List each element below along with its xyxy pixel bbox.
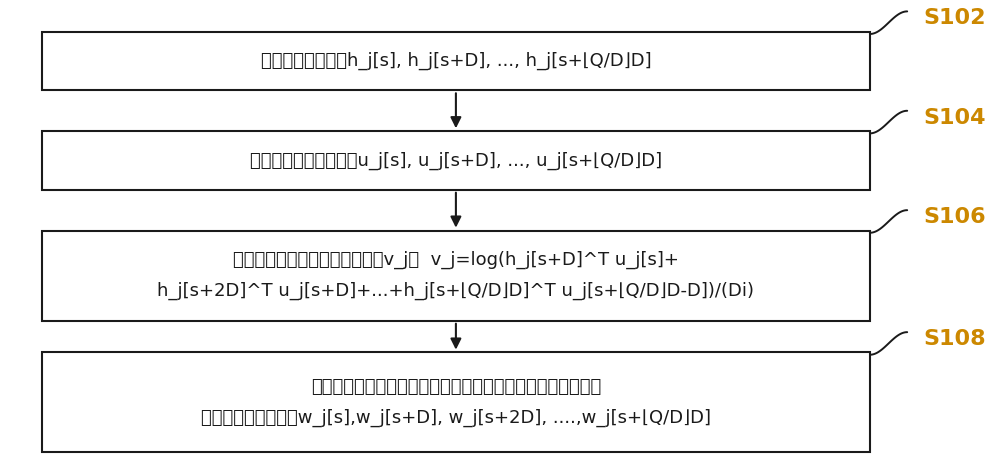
Text: 偿后的波束赋形权值w_j[s],w_j[s+D], w_j[s+2D], ....,w_j[s+⌊Q/D⌋D]: 偿后的波束赋形权值w_j[s],w_j[s+D], w_j[s+2D], ...… — [201, 408, 711, 427]
Text: S102: S102 — [924, 8, 986, 28]
Bar — [42, 230, 870, 321]
Bar — [42, 32, 870, 90]
Text: 利用该相位补偿系数对该波束赋形初始权值进行补偿，得到补: 利用该相位补偿系数对该波束赋形初始权值进行补偿，得到补 — [311, 378, 601, 396]
Text: h_j[s+2D]^T u_j[s+D]+...+h_j[s+⌊Q/D⌋D]^T u_j[s+⌊Q/D⌋D-D])/(Di): h_j[s+2D]^T u_j[s+D]+...+h_j[s+⌊Q/D⌋D]^T… — [157, 282, 754, 300]
Text: S108: S108 — [924, 329, 986, 349]
Bar — [42, 353, 870, 452]
Bar — [42, 131, 870, 190]
Text: 通过以下公式确定相位补偿系数v_j：  v_j=log(h_j[s+D]^T u_j[s]+: 通过以下公式确定相位补偿系数v_j： v_j=log(h_j[s+D]^T u_… — [233, 251, 679, 269]
Text: S106: S106 — [924, 207, 986, 227]
Text: 获取波束赋形初始权值u_j[s], u_j[s+D], ..., u_j[s+⌊Q/D⌋D]: 获取波束赋形初始权值u_j[s], u_j[s+D], ..., u_j[s+⌊… — [250, 151, 662, 170]
Text: S104: S104 — [924, 107, 986, 128]
Text: 获取载波信道响应h_j[s], h_j[s+D], ..., h_j[s+⌊Q/D⌋D]: 获取载波信道响应h_j[s], h_j[s+D], ..., h_j[s+⌊Q/… — [261, 52, 651, 70]
